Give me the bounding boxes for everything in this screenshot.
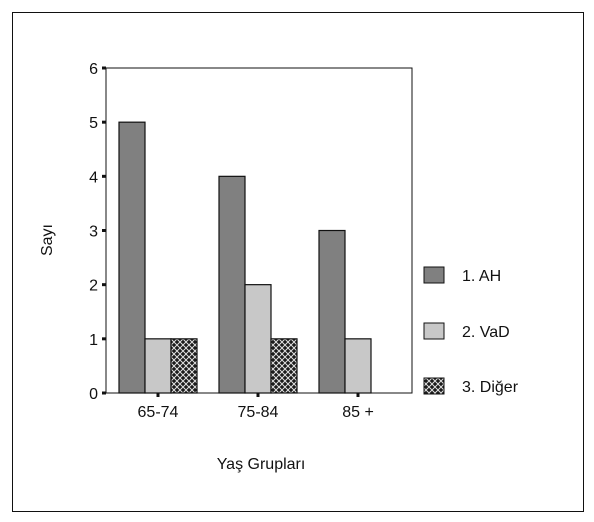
legend-label: 1. AH [462,268,501,285]
chart-frame [12,12,584,512]
legend-swatch [423,322,445,340]
x-tick-label: 75-84 [238,404,279,421]
y-tick-label: 2 [89,278,98,295]
x-axis: 65-74 75-84 85 + [138,393,374,421]
bars-layer [118,121,372,394]
y-tick-label: 1 [89,332,98,349]
y-axis: 0 1 2 3 4 5 6 [89,61,106,403]
bar-3-2 [270,338,298,394]
bar-2-3 [344,338,372,394]
bar-1-1 [118,121,146,394]
y-tick-label: 6 [89,61,98,78]
bar-1-3 [318,229,346,394]
legend-label: 2. VaD [462,324,510,341]
x-tick-label: 85 + [342,404,374,421]
bar-1-2 [218,175,246,394]
bar-2-2 [244,284,272,394]
legend-swatch [423,377,445,395]
y-tick-label: 5 [89,115,98,132]
y-tick-label: 4 [89,169,98,186]
legend-label: 3. Diğer [462,379,519,396]
legend: 1. AH 2. VaD 3. Diğer [423,266,519,396]
y-axis-title: Sayı [39,224,56,256]
bar-3-1 [170,338,198,394]
x-axis-title: Yaş Grupları [217,456,306,473]
x-tick-label: 65-74 [138,404,179,421]
bar-2-1 [144,338,172,394]
legend-swatch [423,266,445,284]
y-tick-label: 0 [89,386,98,403]
y-tick-label: 3 [89,224,98,241]
